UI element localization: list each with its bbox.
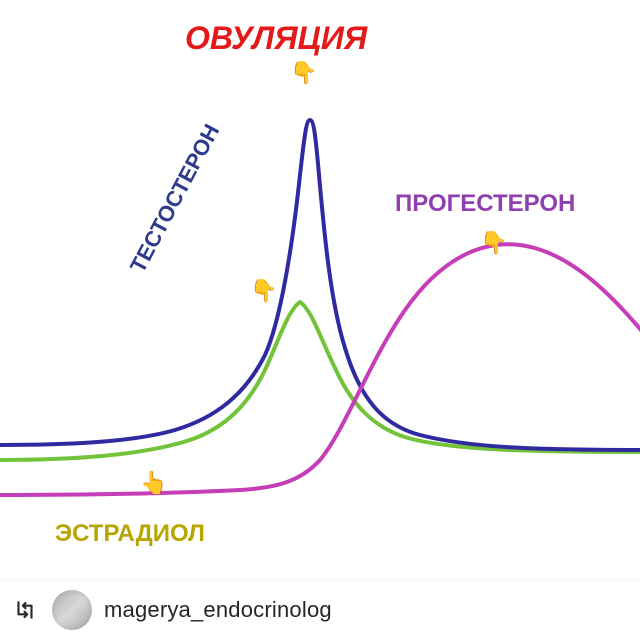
footer-bar: magerya_endocrinolog [0, 579, 640, 639]
pointer-progesterone-icon: 👇 [480, 232, 507, 254]
progesterone-label: ПРОГЕСТЕРОН [395, 190, 575, 218]
pointer-estradiol-icon: 👆 [140, 472, 167, 494]
estradiol-label: ЭСТРАДИОЛ [55, 520, 205, 548]
chart-svg [0, 0, 640, 570]
pointer-testosterone-icon: 👇 [250, 280, 277, 302]
avatar[interactable] [52, 590, 92, 630]
hormone-chart: ОВУЛЯЦИЯ ТЕСТОСТЕРОН ПРОГЕСТЕРОН ЭСТРАДИ… [0, 0, 640, 570]
pointer-title-icon: 👇 [290, 62, 317, 84]
estradiol-curve [0, 302, 640, 460]
chart-title: ОВУЛЯЦИЯ [185, 20, 367, 57]
username[interactable]: magerya_endocrinolog [104, 597, 332, 623]
repost-icon[interactable] [12, 597, 38, 623]
testosterone-curve [0, 120, 640, 450]
